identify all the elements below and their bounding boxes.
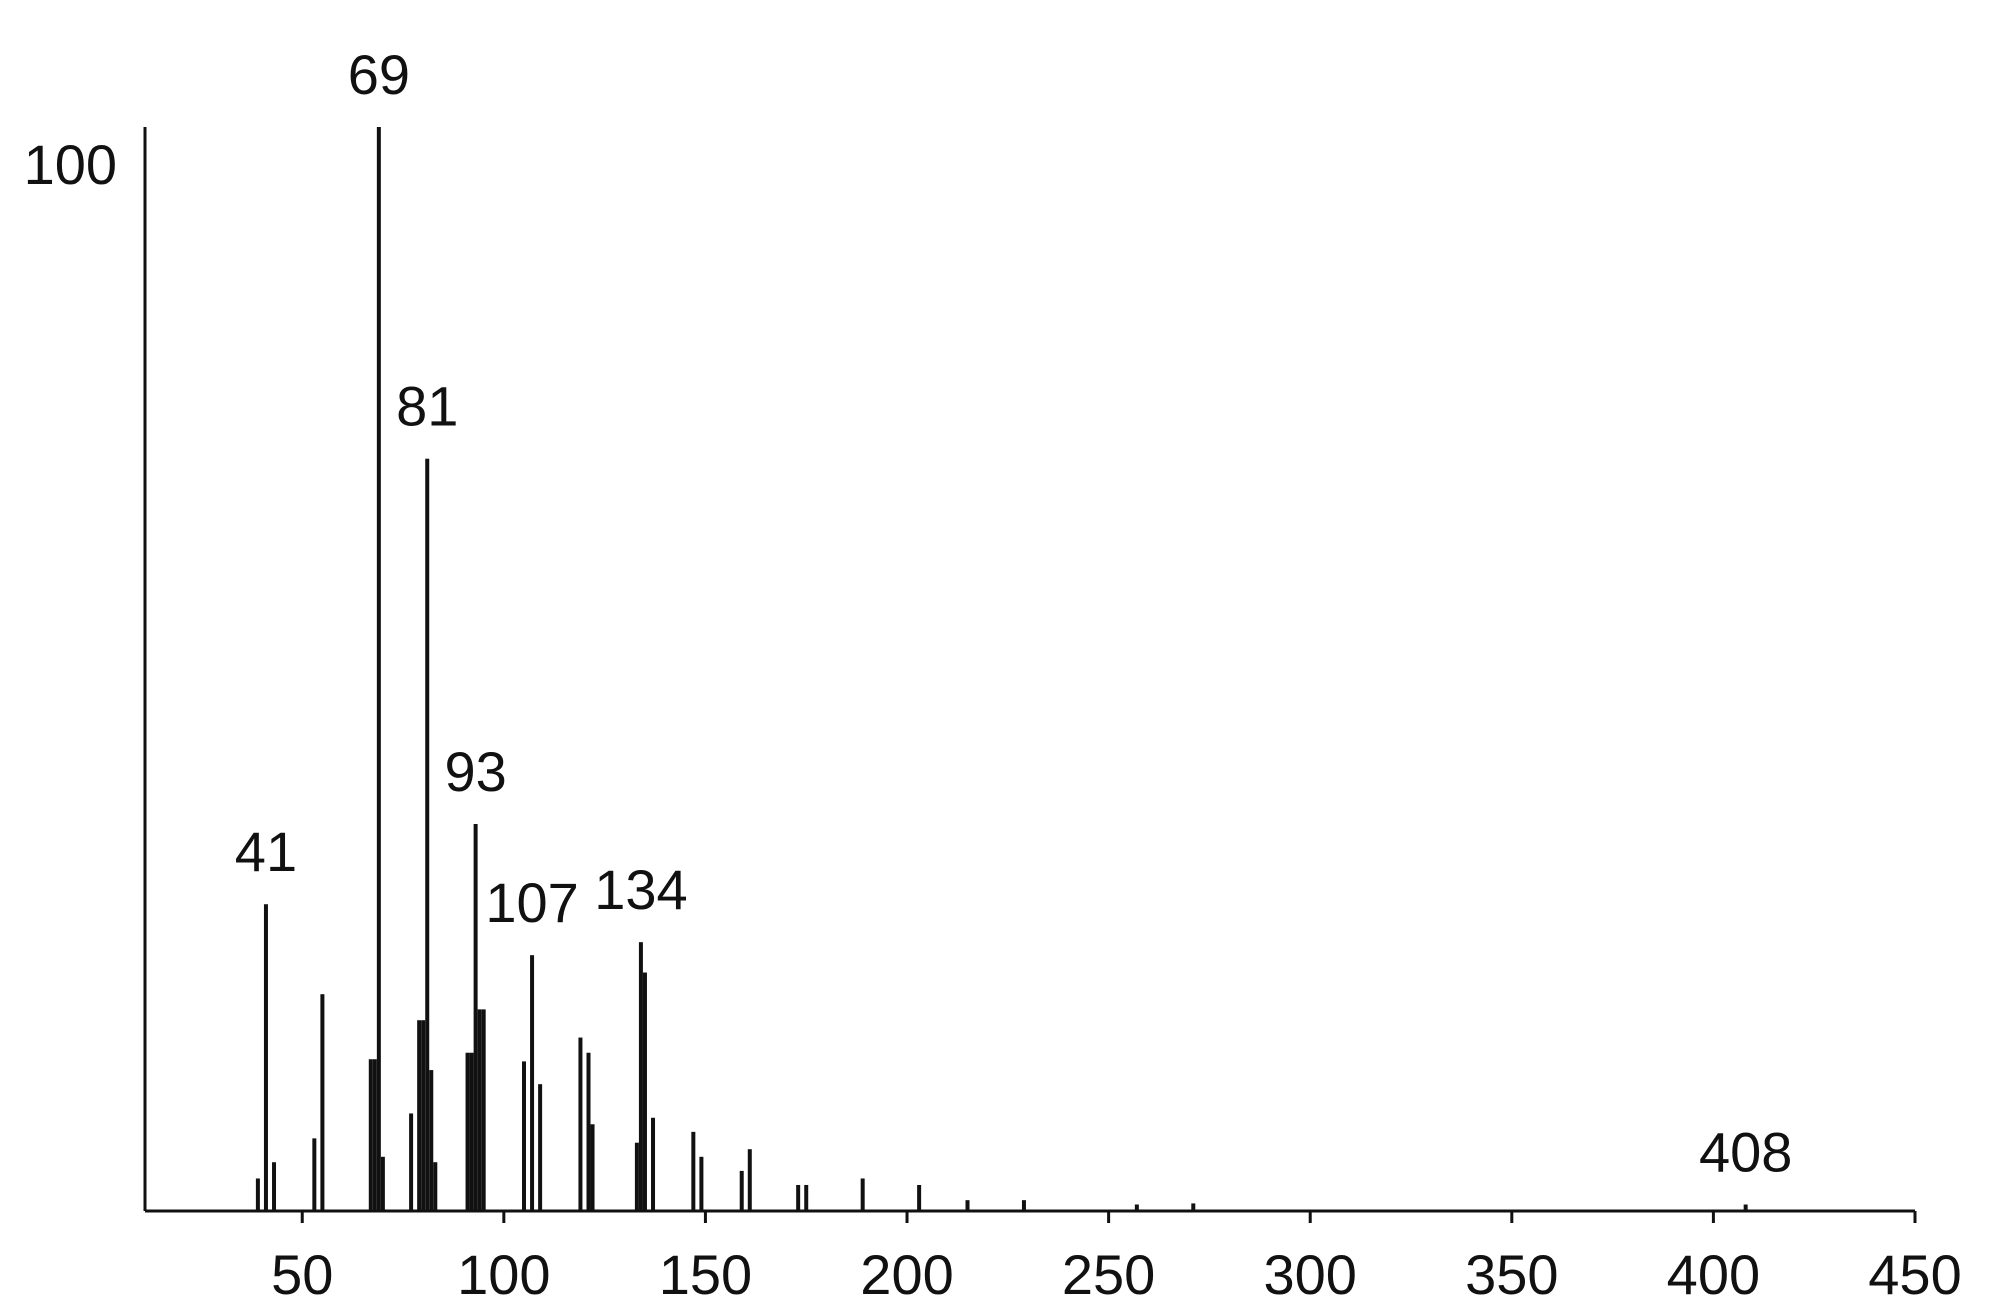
peak [425, 458, 430, 1212]
peak [477, 1009, 482, 1211]
peak [747, 1149, 752, 1211]
peak [421, 1020, 426, 1211]
peak [691, 1131, 696, 1211]
peak [481, 1009, 486, 1211]
peak [538, 1084, 543, 1211]
peak [530, 955, 535, 1211]
peak [368, 1059, 373, 1211]
peak-label: 408 [1699, 1120, 1792, 1183]
peak [860, 1178, 865, 1211]
peak [380, 1156, 385, 1211]
peak [804, 1184, 809, 1211]
peak [429, 1070, 434, 1211]
x-tick-label: 100 [457, 1243, 550, 1306]
peak-label: 93 [444, 740, 506, 803]
peak [433, 1162, 438, 1211]
peak-label: 107 [485, 871, 578, 934]
peak [473, 824, 478, 1211]
peak [320, 994, 325, 1211]
peak [634, 1142, 639, 1211]
peak [1743, 1204, 1748, 1211]
x-tick-label: 300 [1263, 1243, 1356, 1306]
peak [465, 1052, 470, 1211]
peak-label: 41 [235, 820, 297, 883]
peak [642, 972, 647, 1211]
peak [586, 1052, 591, 1211]
peak [590, 1124, 595, 1211]
peak [409, 1113, 414, 1211]
peak [263, 904, 268, 1211]
x-tick-label: 350 [1465, 1243, 1558, 1306]
x-tick-label: 150 [659, 1243, 752, 1306]
peak [312, 1138, 317, 1211]
peak-label: 81 [396, 375, 458, 438]
peak [917, 1184, 922, 1211]
x-tick-label: 450 [1868, 1243, 1961, 1306]
y-tick-label: 100 [24, 133, 117, 196]
peak [272, 1162, 277, 1211]
peak [638, 942, 643, 1211]
peak [699, 1156, 704, 1211]
peak [578, 1037, 583, 1211]
x-tick-label: 50 [271, 1243, 333, 1306]
peak-label: 69 [348, 43, 410, 106]
peak-label: 134 [594, 858, 687, 921]
peak [469, 1052, 474, 1211]
x-tick-label: 200 [860, 1243, 953, 1306]
x-tick-label: 250 [1062, 1243, 1155, 1306]
peak [372, 1059, 377, 1211]
peak [1134, 1204, 1139, 1211]
peak [965, 1200, 970, 1211]
peak [1191, 1203, 1196, 1211]
x-tick-label: 400 [1667, 1243, 1760, 1306]
peak [1021, 1200, 1026, 1211]
peak [417, 1020, 422, 1211]
peak [796, 1184, 801, 1211]
peak [739, 1170, 744, 1211]
peak [376, 127, 381, 1211]
peak [521, 1061, 526, 1211]
peak [651, 1117, 656, 1211]
peak [255, 1178, 260, 1211]
